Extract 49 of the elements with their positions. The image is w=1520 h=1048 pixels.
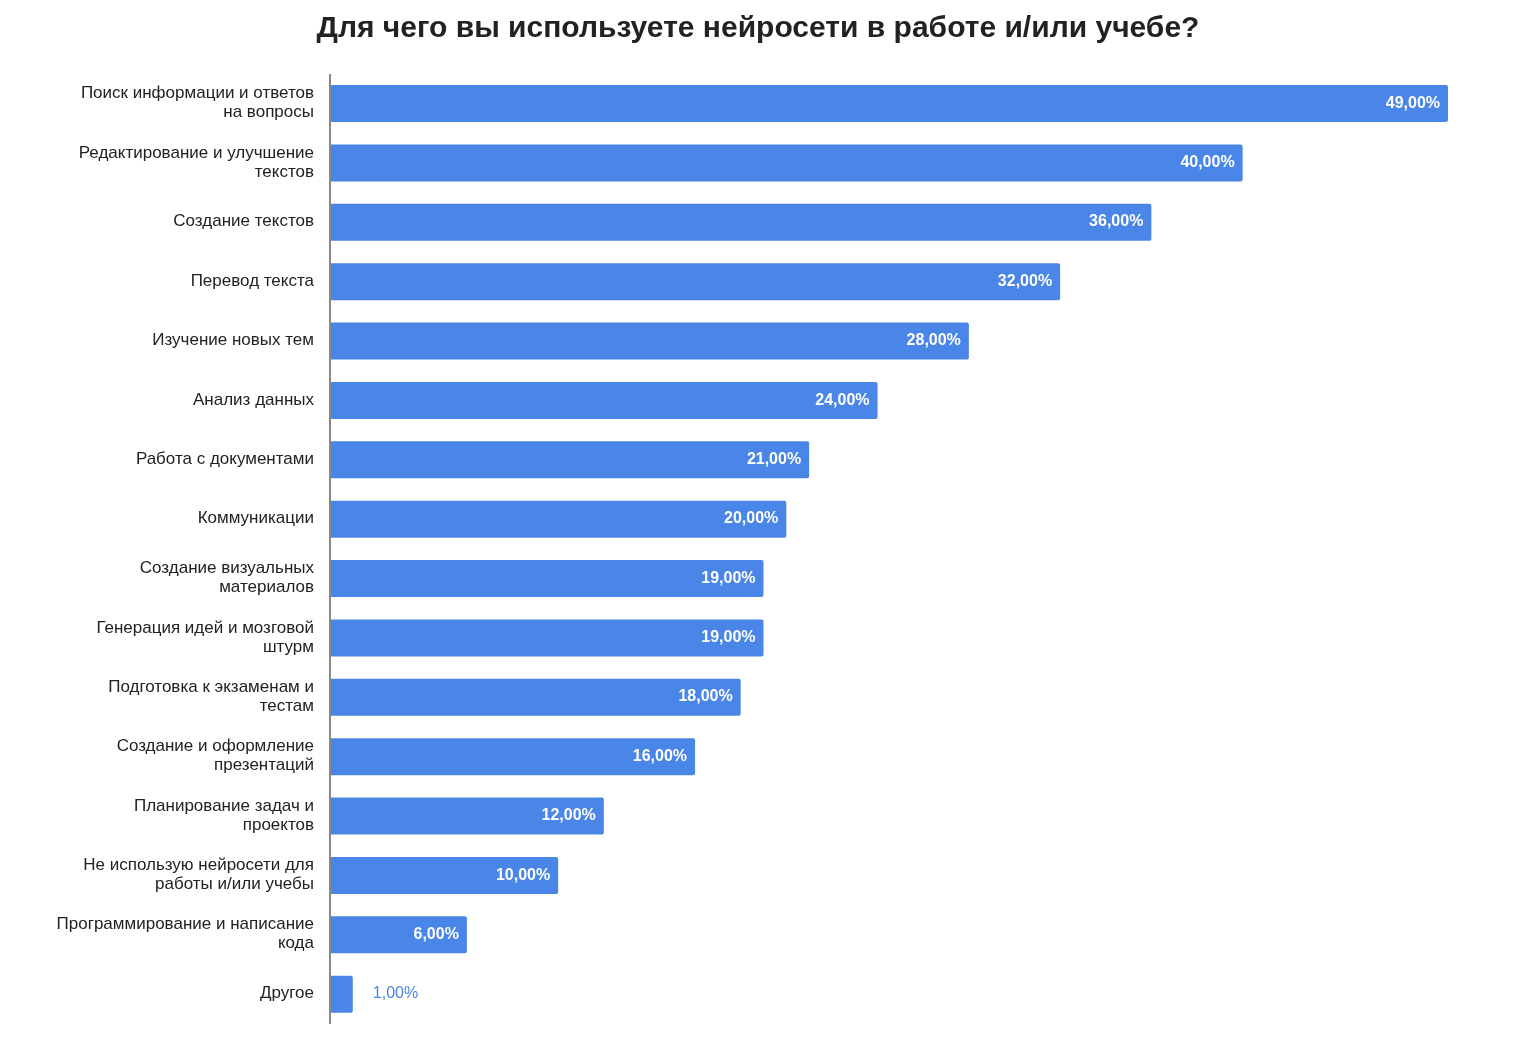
bar [330, 85, 1448, 122]
data-label: 18,00% [678, 687, 733, 705]
data-label: 6,00% [413, 924, 459, 942]
bar [330, 916, 467, 954]
y-tick-label: Анализ данных [193, 390, 315, 410]
bar [330, 560, 764, 597]
data-label: 32,00% [997, 271, 1053, 289]
bar [330, 322, 969, 360]
y-tick-label: Создание текстов [173, 211, 314, 231]
bar [330, 441, 810, 479]
data-label: 24,00% [815, 390, 870, 408]
y-tick-label: Коммуникации [197, 508, 314, 528]
y-tick-label: Изучение новых тем [152, 330, 314, 350]
data-label: 49,00% [1385, 93, 1440, 111]
y-tick-label: Генерация идей и мозговой штурм [96, 618, 314, 657]
y-tick-label: Не использую нейросети для работы и/или учебы [83, 855, 314, 894]
chart-title: Для чего вы используете нейросети в работе и/или учебе? [315, 10, 1201, 44]
y-tick-label: Перевод текста [190, 271, 315, 291]
data-label: 1,00% [372, 984, 419, 1002]
bar [330, 263, 1061, 301]
y-tick-label: Создание визуальных материалов [139, 558, 315, 597]
y-tick-label: Планирование задач и проектов [133, 796, 314, 835]
bar [330, 738, 696, 776]
data-label: 16,00% [632, 746, 688, 764]
data-label: 20,00% [724, 509, 779, 527]
data-label: 36,00% [1089, 212, 1144, 230]
bar [330, 975, 353, 1013]
data-label: 12,00% [541, 806, 596, 824]
data-label: 19,00% [701, 568, 756, 586]
data-label: 10,00% [495, 865, 551, 883]
bar [330, 678, 741, 716]
y-tick-label: Работа с документами [135, 449, 314, 469]
y-tick-label: Редактирование и улучшение текстов [78, 143, 314, 182]
bar [330, 619, 764, 657]
y-tick-label: Другое [259, 983, 314, 1003]
bar [330, 381, 878, 419]
bar [330, 203, 1152, 241]
bar [330, 144, 1243, 182]
bar [330, 500, 787, 538]
y-tick-label: Поиск информации и ответов на вопросы [80, 83, 314, 122]
bar [330, 797, 604, 835]
bar [330, 856, 559, 894]
data-label: 28,00% [906, 331, 961, 349]
data-label: 21,00% [746, 449, 802, 467]
data-label: 40,00% [1180, 153, 1235, 171]
y-tick-label: Подготовка к экзаменам и тестам [108, 677, 314, 716]
y-tick-label: Создание и оформление презентаций [116, 736, 314, 775]
data-label: 19,00% [701, 628, 756, 646]
y-tick-label: Программирование и написание кода [56, 914, 315, 953]
